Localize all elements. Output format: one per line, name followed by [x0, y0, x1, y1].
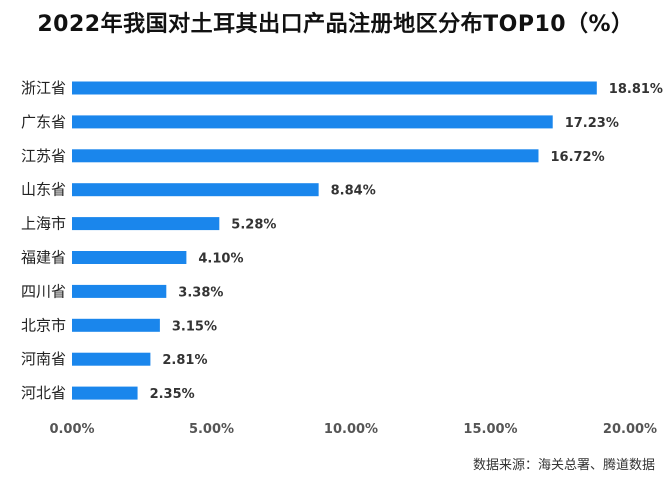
bars-group [72, 81, 597, 400]
data-label-3: 16.72% [550, 150, 604, 165]
bar-7 [72, 284, 167, 298]
category-label-5: 上海市 [21, 215, 66, 233]
bar-6 [72, 251, 187, 264]
category-label-2: 广东省 [21, 113, 66, 131]
data-labels-group: 18.81% 17.23% 16.72% 8.84% 5.28% 4.10% 3.38% 3.… [150, 82, 663, 402]
bar-10 [72, 386, 138, 400]
x-axis-tick-labels-group: 0.00% 5.00% 10.00% 15.00% 20.00% [49, 422, 657, 437]
bar-4 [72, 183, 319, 197]
category-label-6: 福建省 [21, 249, 66, 267]
bar-2 [72, 115, 553, 129]
chart-title: 2022年我国对土耳其出口产品注册地区分布TOP10（%） [37, 12, 634, 37]
source-note: 数据来源：海关总署、腾道数据 [472, 458, 655, 473]
category-label-7: 四川省 [21, 282, 66, 300]
category-label-4: 山东省 [21, 181, 66, 199]
category-label-3: 江苏省 [21, 147, 66, 165]
x-tick-label-2: 5.00% [189, 422, 234, 437]
bar-8 [72, 318, 160, 332]
data-label-7: 3.38% [178, 285, 223, 300]
bar-3 [72, 149, 539, 163]
category-label-9: 河南省 [21, 350, 66, 368]
x-tick-label-3: 10.00% [324, 422, 378, 437]
category-label-1: 浙江省 [21, 79, 66, 97]
x-tick-label-4: 15.00% [463, 422, 517, 437]
data-label-1: 18.81% [609, 82, 663, 97]
data-label-5: 5.28% [231, 218, 276, 233]
data-label-10: 2.35% [150, 387, 195, 402]
bar-9 [72, 352, 151, 366]
data-label-9: 2.81% [162, 353, 207, 368]
category-label-10: 河北省 [21, 384, 66, 402]
data-label-4: 8.84% [331, 184, 376, 199]
bar-5 [72, 217, 220, 231]
x-tick-label-5: 20.00% [603, 422, 657, 437]
data-label-8: 3.15% [172, 319, 217, 334]
category-label-8: 北京市 [21, 316, 66, 334]
data-label-2: 17.23% [565, 116, 619, 131]
bar-1 [72, 81, 597, 95]
data-label-6: 4.10% [198, 252, 243, 267]
x-tick-label-1: 0.00% [49, 422, 94, 437]
